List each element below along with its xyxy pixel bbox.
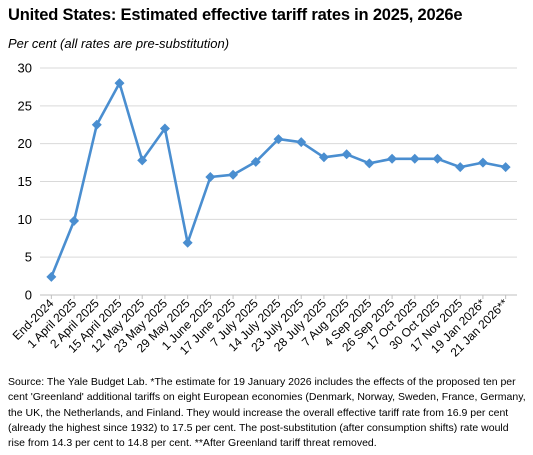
y-tick-label: 10 xyxy=(18,212,32,227)
data-point-marker xyxy=(477,157,488,168)
data-point-marker xyxy=(341,149,352,160)
chart-title: United States: Estimated effective tarif… xyxy=(8,6,463,24)
data-point-marker xyxy=(114,78,125,89)
data-point-marker xyxy=(205,171,216,182)
source-note: Source: The Yale Budget Lab. *The estima… xyxy=(8,376,526,450)
y-tick-label: 20 xyxy=(18,136,32,151)
data-point-marker xyxy=(159,123,170,134)
y-tick-label: 15 xyxy=(18,174,32,189)
series-line-path xyxy=(50,81,506,278)
data-point-marker xyxy=(318,152,329,163)
chart-subtitle: Per cent (all rates are pre-substitution… xyxy=(8,36,230,51)
data-point-marker xyxy=(500,162,511,173)
data-point-marker xyxy=(387,153,398,164)
data-point-marker xyxy=(409,153,420,164)
data-point-marker xyxy=(228,169,239,180)
y-tick-label: 5 xyxy=(25,250,32,265)
data-point-marker xyxy=(137,155,148,166)
y-tick-label: 30 xyxy=(18,61,32,76)
data-point-marker xyxy=(46,271,57,282)
gridlines xyxy=(40,67,517,296)
data-point-marker xyxy=(91,119,102,130)
data-point-marker xyxy=(432,153,443,164)
y-tick-label: 0 xyxy=(25,288,32,303)
y-tick-label: 25 xyxy=(18,98,32,113)
data-points xyxy=(46,78,511,282)
data-point-marker xyxy=(273,134,284,145)
data-point-marker xyxy=(455,162,466,173)
y-axis-ticks: 0 5 10 15 20 25 30 xyxy=(18,61,32,303)
series-line xyxy=(50,81,506,278)
data-point-marker xyxy=(250,156,261,167)
data-point-marker xyxy=(69,215,80,226)
data-point-marker xyxy=(364,158,375,169)
data-point-marker xyxy=(296,137,307,148)
data-point-marker xyxy=(182,237,193,248)
